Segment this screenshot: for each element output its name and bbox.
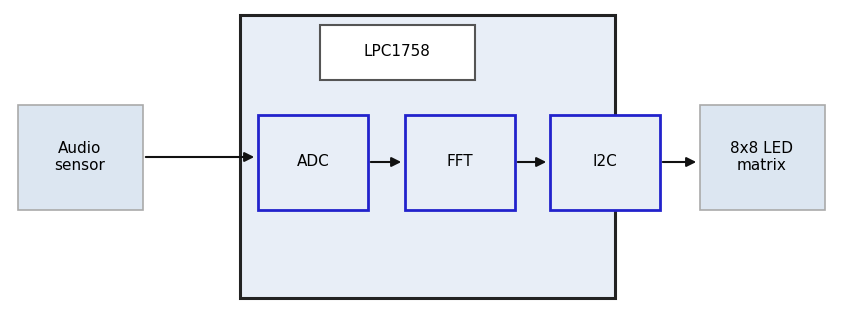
Text: FFT: FFT — [447, 155, 473, 169]
Text: LPC1758: LPC1758 — [364, 45, 431, 59]
Bar — [700, 105, 825, 210]
Bar — [258, 115, 368, 210]
Text: 8x8 LED
matrix: 8x8 LED matrix — [730, 141, 794, 173]
Bar — [320, 25, 475, 80]
Bar — [240, 15, 615, 298]
Text: I2C: I2C — [593, 155, 618, 169]
Text: Audio
sensor: Audio sensor — [54, 141, 106, 173]
Bar — [550, 115, 660, 210]
Bar — [405, 115, 515, 210]
Text: ADC: ADC — [297, 155, 329, 169]
Bar — [18, 105, 143, 210]
